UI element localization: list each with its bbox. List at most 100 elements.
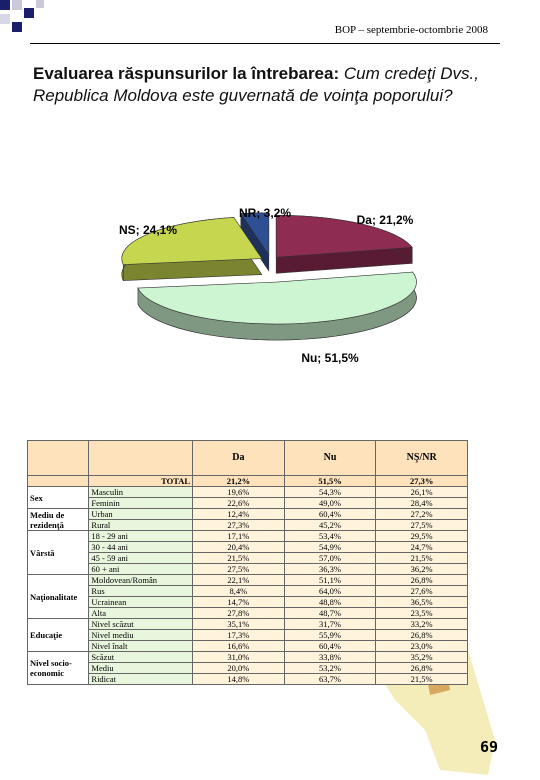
sub bbox=[88, 440, 194, 476]
sub: Moldovean/Român bbox=[88, 574, 194, 586]
slice-label: Nu; 51,5% bbox=[301, 351, 359, 365]
num: 27,3% bbox=[375, 475, 468, 487]
num: 27,6% bbox=[375, 585, 468, 597]
num: 60,4% bbox=[283, 640, 377, 652]
decor-square bbox=[0, 14, 10, 24]
grp: Naţionalitate bbox=[26, 574, 90, 619]
grp: Mediu de rezidenţă bbox=[26, 508, 90, 531]
num: 33,2% bbox=[375, 618, 468, 630]
num: 21,2% bbox=[192, 475, 285, 487]
table: Da Nu NŞ/NR TOTAL 21,2% 51,5% 27,3% Sex Masculin… bbox=[26, 440, 468, 685]
table-row: Alta 27,8% 48,7% 23,5% bbox=[28, 607, 468, 619]
table-row: Sex Masculin 19,6% 54,3% 26,1% bbox=[26, 486, 468, 509]
pie-slice bbox=[137, 271, 417, 341]
pie-slice bbox=[275, 214, 413, 274]
grp bbox=[26, 440, 90, 476]
sub: Scăzut bbox=[88, 651, 194, 663]
num: 31,0% bbox=[192, 651, 285, 663]
title-question: Cum credeţi Dvs., Republica Moldova este… bbox=[33, 64, 479, 105]
sub: Nivel scăzut bbox=[88, 618, 194, 630]
header-rule bbox=[30, 43, 500, 44]
num: 20,0% bbox=[192, 662, 285, 674]
num: 17,1% bbox=[192, 530, 285, 542]
num: 27,5% bbox=[375, 519, 468, 531]
num: 54,3% bbox=[283, 486, 377, 498]
table-row: Da Nu NŞ/NR bbox=[26, 440, 468, 476]
num: 26,8% bbox=[375, 574, 468, 586]
num: 24,7% bbox=[375, 541, 468, 553]
pie-slice bbox=[121, 217, 263, 281]
sub: Rus bbox=[88, 585, 194, 597]
sub: Alta bbox=[88, 607, 194, 619]
sub: Ucrainean bbox=[88, 596, 194, 608]
num: 26,1% bbox=[375, 486, 468, 498]
num: 27,2% bbox=[375, 508, 468, 520]
grp: Educaţie bbox=[26, 618, 90, 652]
num: 64,0% bbox=[283, 585, 377, 597]
num: 51,5% bbox=[283, 475, 377, 487]
table-row: Rural 27,3% 45,2% 27,5% bbox=[28, 519, 468, 531]
num: NŞ/NR bbox=[375, 440, 468, 476]
table-row: Mediu de rezidenţă Urban 12,4% 60,4% 27,2% bbox=[26, 508, 468, 531]
table-row: Nivel înalt 16,6% 60,4% 23,0% bbox=[28, 640, 468, 652]
table-row: Nivel mediu 17,3% 55,9% 26,8% bbox=[28, 629, 468, 641]
num: 20,4% bbox=[192, 541, 285, 553]
num: 57,0% bbox=[283, 552, 377, 564]
num: 26,8% bbox=[375, 629, 468, 641]
table-row: Nivel socio-economic Scăzut 31,0% 33,8% 35,2… bbox=[26, 651, 468, 685]
num: 48,8% bbox=[283, 596, 377, 608]
num: 14,8% bbox=[192, 673, 285, 685]
slice-top bbox=[275, 214, 413, 258]
decor-square bbox=[12, 0, 22, 10]
num: 22,1% bbox=[192, 574, 285, 586]
table-row: Vârstă 18 - 29 ani 17,1% 53,4% 29,5% bbox=[26, 530, 468, 575]
sub: TOTAL bbox=[88, 475, 194, 487]
num: 48,7% bbox=[283, 607, 377, 619]
sub: Ridicat bbox=[88, 673, 194, 685]
sub: Masculin bbox=[88, 486, 194, 498]
num: 21,5% bbox=[192, 552, 285, 564]
num: 17,3% bbox=[192, 629, 285, 641]
table-row: Rus 8,4% 64,0% 27,6% bbox=[28, 585, 468, 597]
num: 28,4% bbox=[375, 497, 468, 509]
page-number: 69 bbox=[480, 738, 499, 756]
num: 26,8% bbox=[375, 662, 468, 674]
num: 55,9% bbox=[283, 629, 377, 641]
slice-top bbox=[240, 212, 270, 256]
num: 45,2% bbox=[283, 519, 377, 531]
num: 29,5% bbox=[375, 530, 468, 542]
num: 36,5% bbox=[375, 596, 468, 608]
sub: 18 - 29 ani bbox=[88, 530, 194, 542]
num: 36,2% bbox=[375, 563, 468, 575]
sub: Urban bbox=[88, 508, 194, 520]
decor-square bbox=[12, 22, 22, 32]
num: 33,8% bbox=[283, 651, 377, 663]
sub: Mediu bbox=[88, 662, 194, 674]
num: 27,8% bbox=[192, 607, 285, 619]
decor-square bbox=[0, 0, 10, 10]
num: 54,9% bbox=[283, 541, 377, 553]
num: 27,3% bbox=[192, 519, 285, 531]
table-row: Naţionalitate Moldovean/Român 22,1% 51,1% 26… bbox=[26, 574, 468, 619]
table-row: Mediu 20,0% 53,2% 26,8% bbox=[28, 662, 468, 674]
slice-label: Da; 21,2% bbox=[357, 213, 414, 227]
slice-top bbox=[121, 217, 263, 265]
sub: 45 - 59 ani bbox=[88, 552, 194, 564]
grp: Nivel socio-economic bbox=[26, 651, 90, 685]
num: 27,5% bbox=[192, 563, 285, 575]
num: 16,6% bbox=[192, 640, 285, 652]
num: 53,2% bbox=[283, 662, 377, 674]
header: BOP – septembrie-octombrie 2008 bbox=[334, 24, 488, 36]
num: 8,4% bbox=[192, 585, 285, 597]
num: 60,4% bbox=[283, 508, 377, 520]
num: 49,0% bbox=[283, 497, 377, 509]
grp: Sex bbox=[26, 486, 90, 509]
table-row: 30 - 44 ani 20,4% 54,9% 24,7% bbox=[28, 541, 468, 553]
table-row: 45 - 59 ani 21,5% 57,0% 21,5% bbox=[28, 552, 468, 564]
title: Evaluarea răspunsurilor la întrebarea: C… bbox=[33, 63, 503, 107]
num: 22,6% bbox=[192, 497, 285, 509]
slice-label: NR; 3,2% bbox=[239, 206, 291, 220]
num: 21,5% bbox=[375, 552, 468, 564]
num: Nu bbox=[283, 440, 377, 476]
